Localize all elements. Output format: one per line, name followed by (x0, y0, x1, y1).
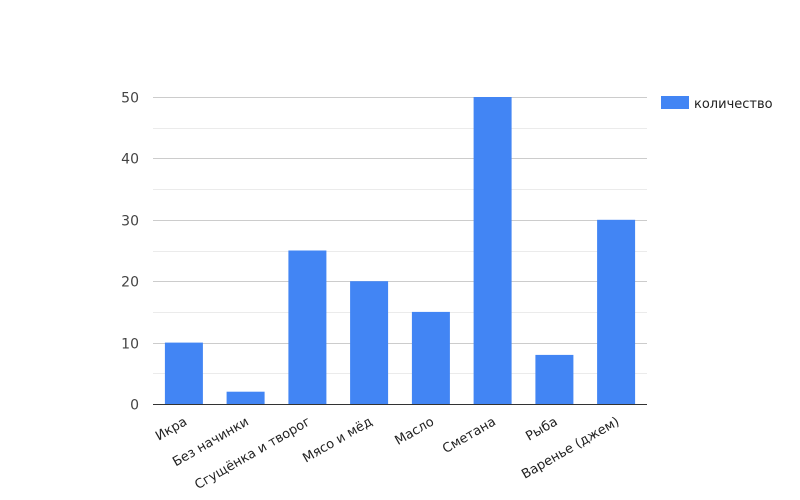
grid (153, 97, 647, 374)
bar (411, 311, 450, 404)
bar (535, 354, 574, 404)
bar (473, 97, 512, 404)
legend-swatch (661, 96, 689, 109)
bar (597, 219, 636, 404)
x-category-label: Масло (392, 414, 436, 448)
x-category-label: Мясо и мёд (300, 414, 375, 466)
bars (164, 97, 636, 404)
bar (164, 342, 203, 404)
bar (288, 250, 327, 404)
y-tick-label: 0 (130, 398, 139, 414)
x-category-label: Рыба (523, 414, 560, 444)
bar (226, 391, 265, 404)
x-category-label: Сметана (440, 414, 499, 456)
bar (350, 281, 389, 404)
legend: количество (661, 96, 773, 112)
y-tick-label: 50 (121, 91, 139, 107)
y-tick-label: 10 (121, 337, 139, 353)
y-tick-label: 40 (121, 152, 139, 168)
y-tick-label: 20 (121, 275, 139, 291)
legend-label: количество (694, 97, 773, 112)
x-category-label: Икра (153, 414, 190, 444)
y-tick-label: 30 (121, 214, 139, 230)
x-category-label: Сгущёнка и творог (192, 414, 313, 493)
